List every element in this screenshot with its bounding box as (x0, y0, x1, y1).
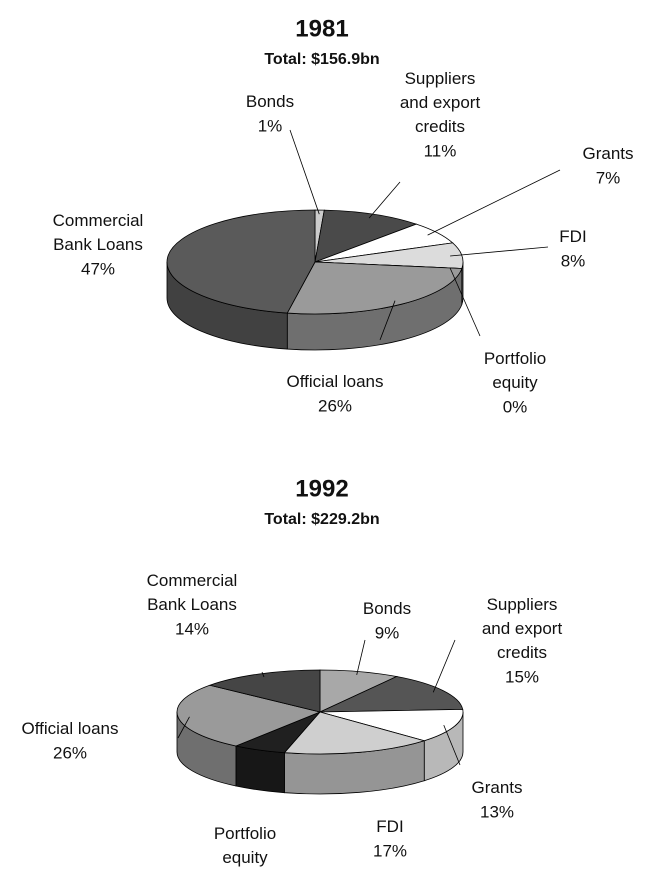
pie-slice (208, 669, 321, 713)
leader-line (450, 246, 549, 257)
slice-value-label: 9% (375, 623, 400, 642)
pie-tops (166, 209, 464, 315)
pie-slice (283, 711, 426, 755)
pie-slice (319, 676, 464, 713)
chart-subtitle: Total: $156.9bn (264, 51, 379, 68)
slice-value-label: 0% (503, 397, 528, 416)
leader-line (356, 639, 366, 675)
slice-value-label: 8% (561, 251, 586, 270)
leader-line (177, 716, 190, 739)
slice-label: Suppliers and export credits (482, 595, 563, 662)
pie-tops (176, 669, 464, 755)
slice-label: Portfolio equity (214, 824, 276, 867)
slice-label: Suppliers and export credits (400, 69, 481, 136)
slice-value-label: 11% (424, 141, 457, 160)
chart-subtitle: Total: $229.2bn (264, 511, 379, 528)
leader-line (432, 639, 456, 693)
slice-value-label: 26% (53, 743, 87, 762)
leader-line (289, 129, 320, 215)
pie-slice (286, 261, 463, 315)
pie-slice-side (235, 745, 285, 794)
slice-label: Official loans (286, 372, 383, 391)
slice-value-label: 17% (373, 841, 407, 860)
pie-slice (176, 684, 322, 747)
slice-label: Bonds (246, 92, 294, 111)
slice-label: Commercial Bank Loans (53, 211, 144, 254)
pie-slice (314, 209, 418, 263)
leader-line (261, 671, 265, 678)
slice-label: FDI (376, 817, 403, 836)
slice-label: Official loans (21, 719, 118, 738)
slice-value-label: 26% (318, 396, 352, 415)
slice-value-label: 13% (480, 802, 514, 821)
leader-line (449, 267, 481, 337)
chart-title: 1981 (295, 15, 348, 42)
slice-label: Portfolio equity (484, 349, 546, 392)
slice-label: Grants (582, 144, 633, 163)
slice-value-label: 1% (258, 116, 283, 135)
leader-line (427, 169, 561, 236)
slice-value-label: 47% (81, 259, 115, 278)
slice-label: Grants (471, 778, 522, 797)
slice-value-label: 14% (175, 619, 209, 638)
pie-slice (166, 209, 316, 314)
leader-line (368, 181, 401, 219)
pie-slice (319, 708, 464, 742)
slice-label: Bonds (363, 599, 411, 618)
slice-value-label: 15% (505, 667, 539, 686)
pie-slice (319, 669, 398, 713)
leader-line (443, 724, 461, 766)
slice-label: Commercial Bank Loans (147, 571, 238, 614)
slice-value-label: 7% (596, 168, 621, 187)
chart-title: 1992 (295, 475, 348, 502)
slice-label: FDI (559, 227, 586, 246)
leader-line (379, 300, 396, 341)
